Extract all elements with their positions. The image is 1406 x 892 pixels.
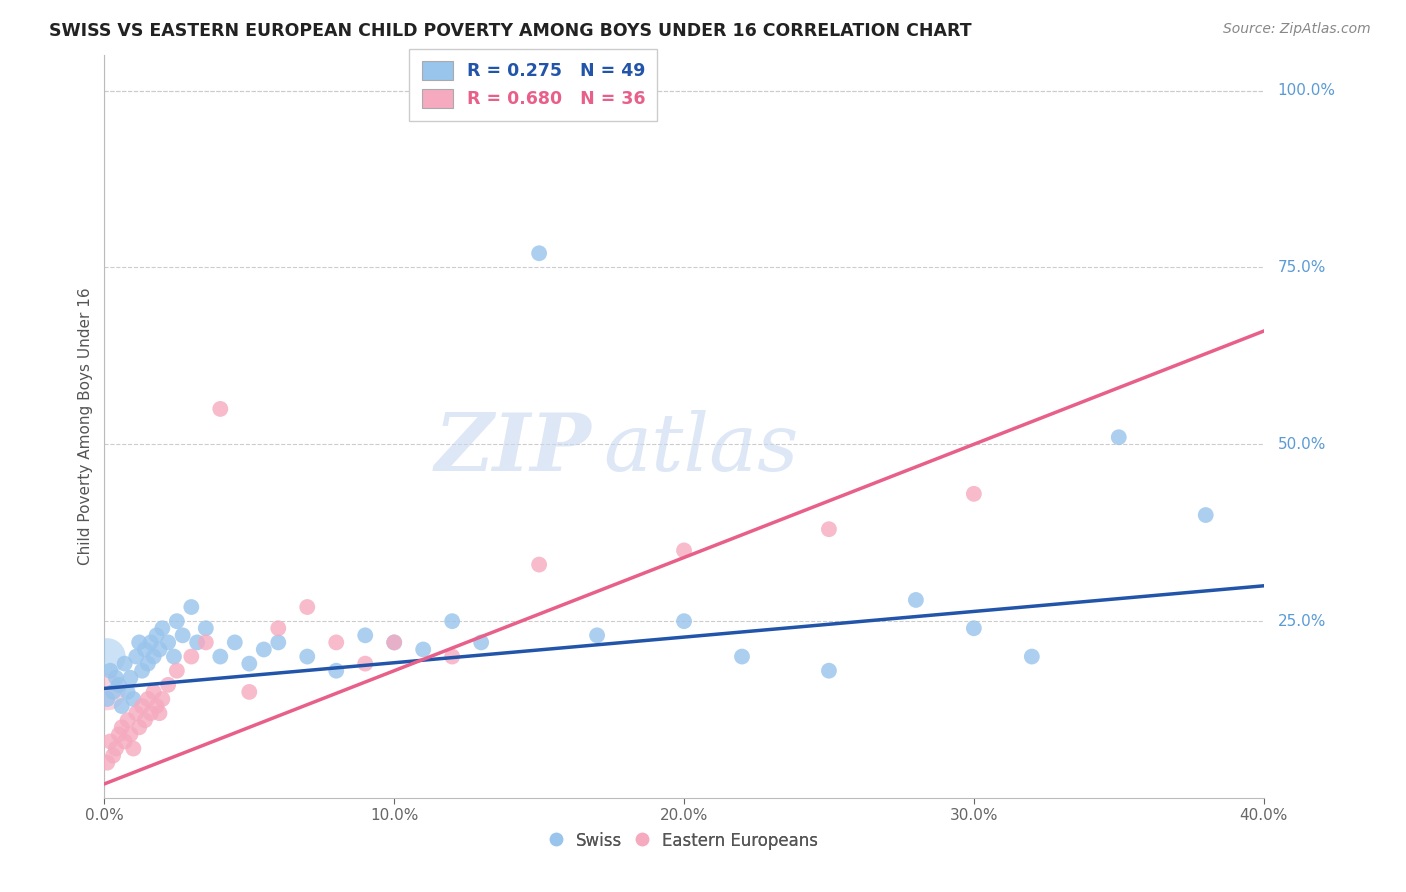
Point <box>186 635 208 649</box>
Point <box>527 246 550 260</box>
Point <box>253 642 276 657</box>
Point <box>117 713 139 727</box>
Point <box>108 678 131 692</box>
Point <box>1108 430 1130 444</box>
Text: 100.0%: 100.0% <box>1278 83 1336 98</box>
Point <box>412 642 434 657</box>
Point <box>117 685 139 699</box>
Text: ZIP: ZIP <box>434 410 592 488</box>
Point <box>128 720 150 734</box>
Point <box>180 600 202 615</box>
Point <box>157 678 180 692</box>
Text: SWISS VS EASTERN EUROPEAN CHILD POVERTY AMONG BOYS UNDER 16 CORRELATION CHART: SWISS VS EASTERN EUROPEAN CHILD POVERTY … <box>49 22 972 40</box>
Point <box>125 649 148 664</box>
Point <box>150 621 173 635</box>
Point <box>96 692 118 706</box>
Point <box>145 699 167 714</box>
Point <box>172 628 194 642</box>
Point <box>122 692 145 706</box>
Point <box>166 664 188 678</box>
Point <box>120 671 142 685</box>
Point <box>98 734 121 748</box>
Point <box>818 522 841 536</box>
Point <box>120 727 142 741</box>
Point <box>136 657 159 671</box>
Point <box>145 628 167 642</box>
Point <box>382 635 405 649</box>
Point <box>163 649 186 664</box>
Point <box>96 649 118 664</box>
Legend: Swiss, Eastern Europeans: Swiss, Eastern Europeans <box>543 825 825 856</box>
Point <box>136 692 159 706</box>
Point <box>224 635 246 649</box>
Point <box>586 628 609 642</box>
Point <box>150 692 173 706</box>
Point <box>209 401 232 416</box>
Point <box>731 649 754 664</box>
Point <box>131 664 153 678</box>
Point <box>1195 508 1218 522</box>
Point <box>104 671 127 685</box>
Point <box>131 699 153 714</box>
Point <box>142 685 165 699</box>
Point <box>194 635 217 649</box>
Point <box>297 649 319 664</box>
Point <box>96 756 118 770</box>
Point <box>441 614 464 628</box>
Text: Source: ZipAtlas.com: Source: ZipAtlas.com <box>1223 22 1371 37</box>
Point <box>238 657 260 671</box>
Point <box>142 649 165 664</box>
Text: 75.0%: 75.0% <box>1278 260 1326 275</box>
Point <box>139 635 162 649</box>
Point <box>108 727 131 741</box>
Point <box>904 593 927 607</box>
Point <box>114 734 136 748</box>
Text: atlas: atlas <box>603 410 799 488</box>
Point <box>166 614 188 628</box>
Point <box>267 621 290 635</box>
Point <box>128 635 150 649</box>
Point <box>194 621 217 635</box>
Point <box>134 642 156 657</box>
Text: 25.0%: 25.0% <box>1278 614 1326 629</box>
Point <box>148 706 170 721</box>
Point <box>101 748 124 763</box>
Point <box>354 657 377 671</box>
Point <box>354 628 377 642</box>
Point <box>325 664 347 678</box>
Point <box>818 664 841 678</box>
Point <box>111 699 134 714</box>
Point <box>470 635 492 649</box>
Point <box>673 614 696 628</box>
Point <box>209 649 232 664</box>
Point <box>101 685 124 699</box>
Point <box>148 642 170 657</box>
Point <box>180 649 202 664</box>
Point <box>111 720 134 734</box>
Point <box>673 543 696 558</box>
Point <box>297 600 319 615</box>
Point <box>963 621 986 635</box>
Point <box>267 635 290 649</box>
Point <box>1021 649 1043 664</box>
Point <box>125 706 148 721</box>
Point <box>325 635 347 649</box>
Point <box>114 657 136 671</box>
Point <box>104 741 127 756</box>
Point <box>963 487 986 501</box>
Y-axis label: Child Poverty Among Boys Under 16: Child Poverty Among Boys Under 16 <box>79 288 93 566</box>
Point <box>441 649 464 664</box>
Point <box>139 706 162 721</box>
Point <box>98 664 121 678</box>
Point <box>134 713 156 727</box>
Point <box>96 685 118 699</box>
Point <box>122 741 145 756</box>
Point <box>527 558 550 572</box>
Point <box>238 685 260 699</box>
Point <box>157 635 180 649</box>
Point <box>382 635 405 649</box>
Text: 50.0%: 50.0% <box>1278 437 1326 451</box>
